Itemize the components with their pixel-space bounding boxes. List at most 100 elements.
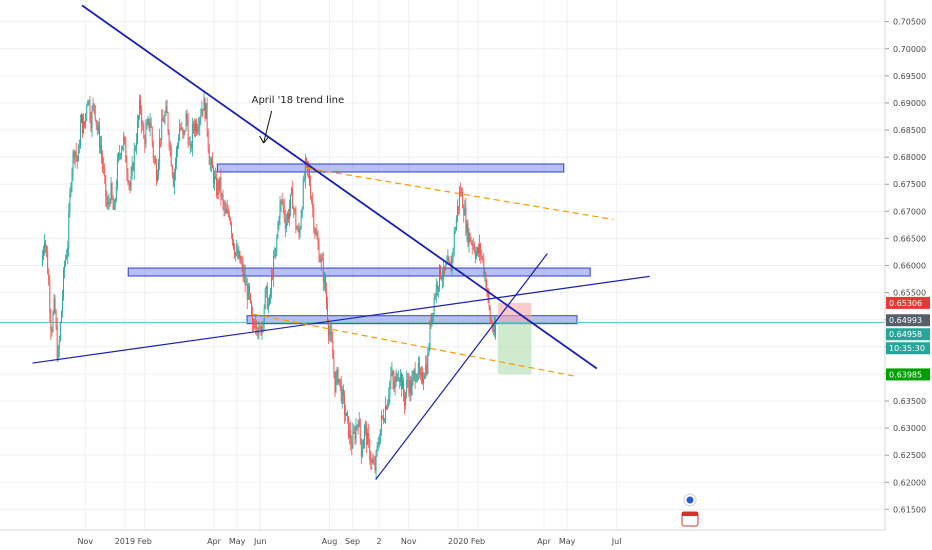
candle-body: [393, 380, 395, 389]
candle-body: [309, 169, 311, 184]
candle-body: [240, 262, 242, 263]
candle-body: [170, 146, 172, 167]
candle-body: [265, 285, 267, 290]
candle-body: [226, 209, 228, 214]
candle-body: [370, 459, 372, 463]
candle-body: [219, 177, 221, 191]
candle-body: [319, 261, 321, 262]
candle-body: [387, 402, 389, 410]
x-tick-label: Nov: [77, 537, 93, 546]
candle-body: [458, 206, 459, 208]
candle-body: [161, 118, 163, 140]
candle-body: [343, 396, 345, 415]
price-axis[interactable]: 0.70500 0.70000 0.69500 0.69000 0.68500 0.680…: [884, 0, 932, 550]
candle-body: [150, 122, 152, 128]
candle-body: [429, 321, 431, 349]
candle-body: [153, 157, 155, 160]
candle-body: [129, 183, 131, 188]
candle-body: [321, 257, 323, 261]
candle-body: [218, 181, 220, 191]
candle-body: [215, 176, 217, 178]
candle-body: [69, 193, 71, 213]
candle-body: [56, 326, 58, 360]
candle-body: [55, 312, 57, 327]
trade-box: [0, 302, 885, 375]
candle-body: [395, 373, 397, 382]
candle-body: [472, 244, 474, 246]
candle-body: [237, 249, 239, 258]
y-tick-label: 0.61500: [893, 505, 926, 514]
price-label-text: 0.64993: [889, 316, 922, 325]
candle-body: [461, 191, 463, 194]
candle-body: [310, 183, 312, 198]
candle-body: [58, 339, 60, 350]
candle-body: [104, 169, 106, 176]
candle-body: [189, 144, 191, 145]
candle-body: [262, 323, 264, 325]
candle-body: [114, 199, 116, 204]
annotation-arrowhead: [259, 135, 270, 144]
price-label-text: 0.64958: [889, 330, 922, 339]
candle-body: [372, 459, 374, 463]
candle-body: [136, 121, 138, 143]
candle-body: [291, 188, 293, 195]
candle-body: [168, 131, 170, 146]
time-axis[interactable]: Nov 2019 Feb Apr May Jun Aug Sep 2 Nov 2020 Feb Apr M…: [0, 529, 932, 550]
event-markers[interactable]: [681, 493, 699, 527]
candle-body: [81, 114, 82, 124]
time-axis-background: [0, 530, 932, 550]
candle-body: [407, 380, 409, 381]
candle-body: [68, 212, 70, 249]
candle-body: [225, 208, 227, 214]
candle-body: [350, 429, 352, 444]
candle-body: [151, 127, 153, 143]
candle-body: [385, 406, 387, 422]
candle-body: [430, 321, 432, 325]
candle-body: [107, 202, 109, 206]
candle-body: [139, 100, 141, 117]
candle-body: [410, 380, 412, 396]
candle-body: [299, 228, 301, 235]
candle-body: [383, 417, 384, 422]
candle-body: [251, 301, 252, 315]
candle-body: [44, 242, 45, 250]
candle-body: [106, 196, 108, 206]
candle-body: [297, 229, 299, 231]
candle-body: [113, 203, 115, 210]
candle-body: [268, 296, 270, 305]
candle-body: [452, 249, 454, 254]
candle-body: [243, 273, 245, 276]
candle-body: [272, 274, 274, 278]
candle-body: [287, 213, 289, 220]
y-tick-label: 0.69000: [893, 99, 926, 108]
candle-body: [222, 194, 224, 203]
candle-body: [358, 419, 360, 427]
candle-body: [102, 154, 104, 167]
candle-body: [109, 202, 111, 203]
candle-body: [196, 122, 198, 133]
candle-body: [351, 443, 353, 449]
take-profit-area: [497, 323, 532, 375]
candle-body: [167, 112, 169, 132]
candle-body: [316, 233, 318, 239]
candle-body: [412, 373, 414, 380]
zone-top: [216, 163, 565, 173]
candle-body: [64, 264, 66, 271]
candle-body: [434, 297, 436, 298]
candle-body: [195, 122, 196, 132]
price-label-badge: [886, 328, 930, 341]
candle-body: [301, 208, 303, 216]
candle-body: [376, 445, 378, 452]
x-tick-label: May: [229, 537, 246, 546]
y-tick-label: 0.66500: [893, 234, 926, 243]
candle-body: [390, 373, 392, 383]
candle-body: [433, 297, 435, 314]
candle-body: [394, 381, 396, 389]
candle-body: [66, 255, 68, 259]
candle-body: [403, 380, 405, 397]
candle-body: [247, 285, 249, 300]
candle-body: [320, 257, 322, 262]
candle-body: [469, 233, 471, 242]
candle-body: [51, 330, 53, 332]
